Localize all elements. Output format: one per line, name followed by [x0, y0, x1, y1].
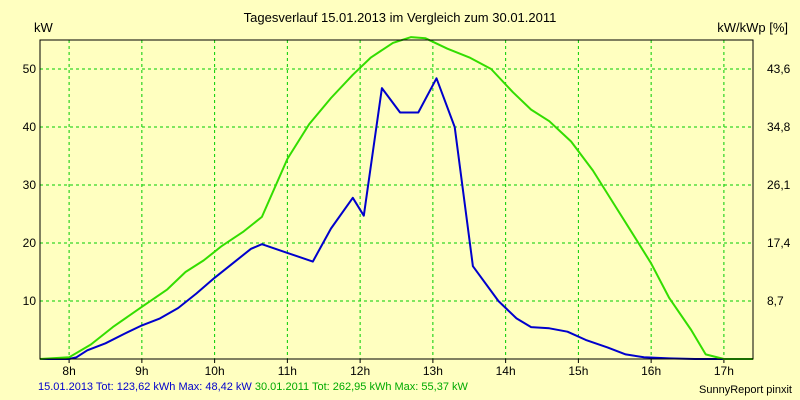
- footer-series-2: 30.01.2011 Tot: 262,95 kWh Max: 55,37 kW: [254, 381, 468, 393]
- chart-title: Tagesverlauf 15.01.2013 im Vergleich zum…: [243, 10, 557, 25]
- x-tick-label: 10h: [205, 364, 225, 378]
- y-tick-label: 20: [23, 236, 37, 250]
- x-tick-label: 17h: [714, 364, 734, 378]
- y2-tick-label: 26,1: [767, 178, 791, 192]
- chart-footer: 15.01.2013 Tot: 123,62 kWh Max: 48,42 kW…: [38, 381, 468, 393]
- y-tick-label: 30: [23, 178, 37, 192]
- y-tick-label: 10: [23, 294, 37, 308]
- x-tick-label: 15h: [568, 364, 588, 378]
- x-tick-label: 13h: [423, 364, 443, 378]
- y-tick-label: 40: [23, 120, 37, 134]
- y-tick-label: 50: [23, 62, 37, 76]
- y-axis-unit-left: kW: [34, 20, 53, 35]
- y2-tick-label: 8,7: [767, 294, 784, 308]
- y2-tick-label: 34,8: [767, 120, 791, 134]
- y2-tick-label: 43,6: [767, 62, 791, 76]
- x-tick-label: 16h: [641, 364, 661, 378]
- y2-tick-label: 17,4: [767, 236, 791, 250]
- x-tick-label: 12h: [350, 364, 370, 378]
- x-tick-label: 14h: [496, 364, 516, 378]
- footer-series-1: 15.01.2013 Tot: 123,62 kWh Max: 48,42 kW: [38, 381, 252, 393]
- series-line-1: [40, 77, 753, 360]
- credit-text: SunnyReport pinxit: [699, 384, 792, 396]
- x-tick-label: 9h: [135, 364, 148, 378]
- x-tick-label: 11h: [278, 364, 297, 378]
- plot-frame: [39, 39, 754, 360]
- x-tick-label: 8h: [62, 364, 75, 378]
- y-axis-unit-right: kW/kWp [%]: [717, 20, 788, 35]
- series-line-2: [39, 36, 753, 360]
